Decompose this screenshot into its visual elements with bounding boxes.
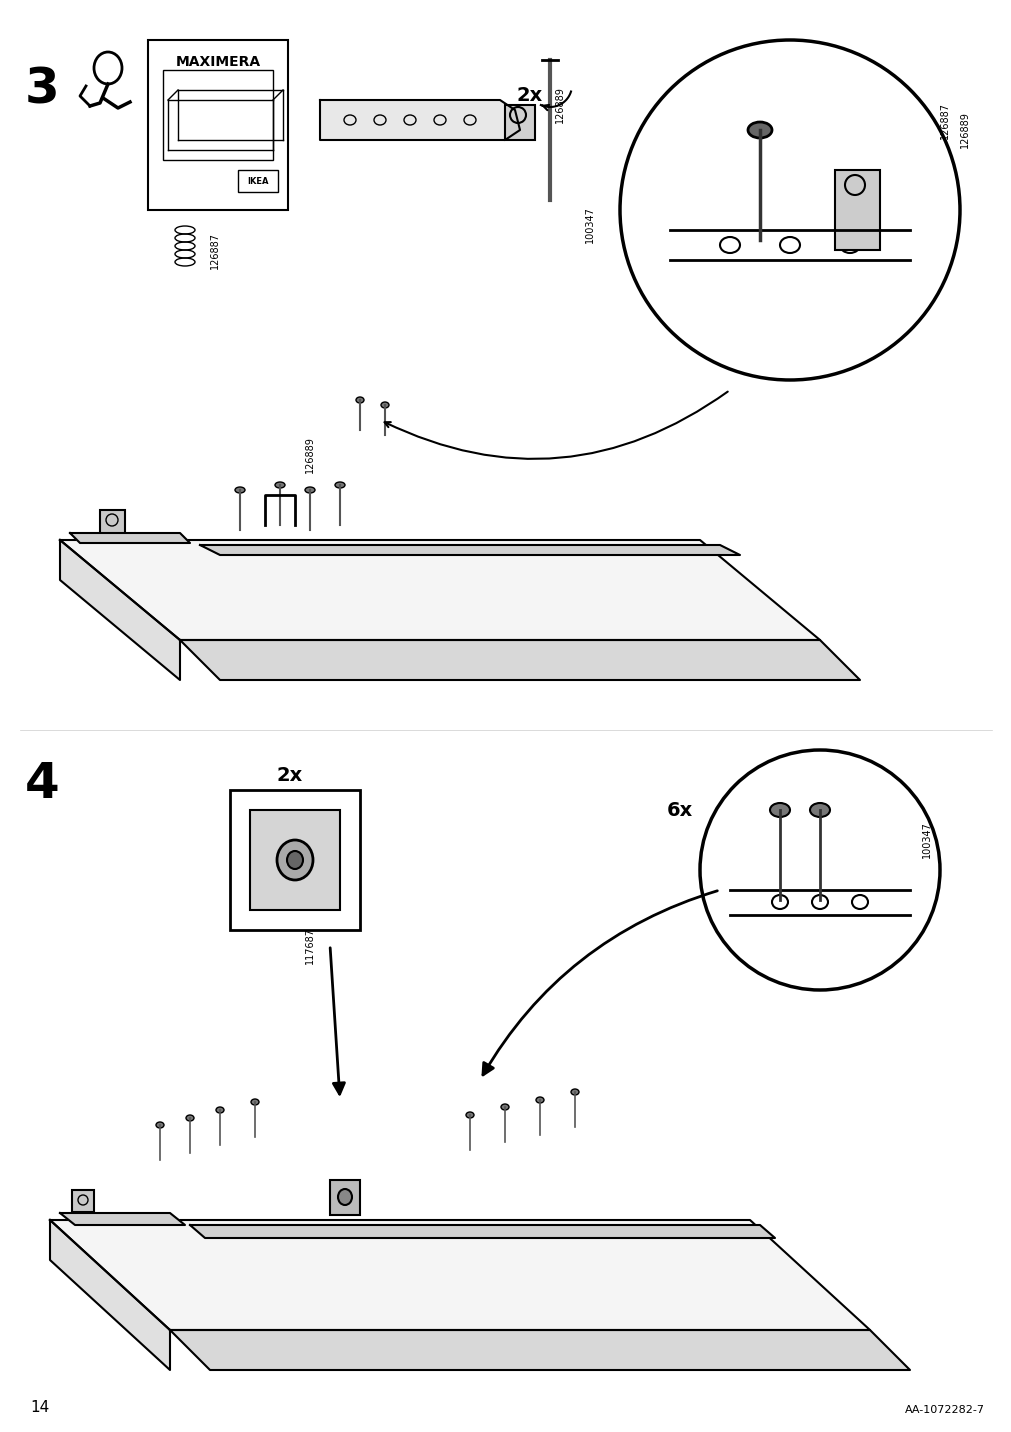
Ellipse shape: [287, 851, 302, 869]
Bar: [100, 510, 125, 536]
Text: MAXIMERA: MAXIMERA: [175, 54, 260, 69]
Polygon shape: [60, 540, 819, 640]
Polygon shape: [319, 100, 520, 140]
Text: AA-1072282-7: AA-1072282-7: [904, 1405, 984, 1415]
Ellipse shape: [186, 1116, 194, 1121]
Text: 126887: 126887: [939, 102, 949, 139]
Text: 14: 14: [30, 1400, 50, 1415]
Text: 126887: 126887: [210, 232, 219, 269]
Bar: [163, 70, 273, 160]
Text: IKEA: IKEA: [247, 176, 269, 186]
Text: 100347: 100347: [584, 206, 594, 243]
Polygon shape: [60, 540, 180, 680]
Bar: [148, 40, 288, 211]
Ellipse shape: [251, 1098, 259, 1106]
Polygon shape: [170, 1330, 909, 1370]
Polygon shape: [50, 1220, 170, 1370]
Ellipse shape: [500, 1104, 509, 1110]
Text: 4: 4: [24, 760, 60, 808]
Ellipse shape: [747, 122, 771, 137]
Bar: [229, 790, 360, 929]
Ellipse shape: [335, 483, 345, 488]
Bar: [72, 1190, 94, 1211]
Ellipse shape: [809, 803, 829, 818]
Text: 117687: 117687: [304, 927, 314, 964]
Text: 100347: 100347: [921, 822, 931, 858]
Polygon shape: [190, 1224, 774, 1239]
Bar: [834, 170, 880, 251]
Ellipse shape: [338, 1189, 352, 1204]
Text: 6x: 6x: [666, 800, 693, 819]
Ellipse shape: [277, 841, 312, 881]
Text: 126889: 126889: [554, 86, 564, 123]
Ellipse shape: [156, 1123, 164, 1128]
Text: 3: 3: [24, 64, 60, 113]
Text: 126889: 126889: [304, 437, 314, 474]
Ellipse shape: [356, 397, 364, 402]
Polygon shape: [70, 533, 190, 543]
Ellipse shape: [769, 803, 790, 818]
Text: 2x: 2x: [517, 86, 543, 105]
Ellipse shape: [304, 487, 314, 493]
Bar: [504, 105, 535, 140]
Bar: [238, 170, 278, 192]
Polygon shape: [200, 546, 739, 556]
Ellipse shape: [465, 1113, 473, 1118]
Bar: [330, 1180, 360, 1214]
Text: 126889: 126889: [959, 112, 969, 149]
Ellipse shape: [275, 483, 285, 488]
Polygon shape: [180, 640, 859, 680]
Ellipse shape: [215, 1107, 223, 1113]
Polygon shape: [60, 1213, 185, 1224]
Text: 2x: 2x: [277, 766, 303, 785]
Ellipse shape: [536, 1097, 544, 1103]
Polygon shape: [50, 1220, 869, 1330]
Bar: [250, 811, 340, 909]
Ellipse shape: [570, 1088, 578, 1095]
Ellipse shape: [235, 487, 245, 493]
Ellipse shape: [380, 402, 388, 408]
